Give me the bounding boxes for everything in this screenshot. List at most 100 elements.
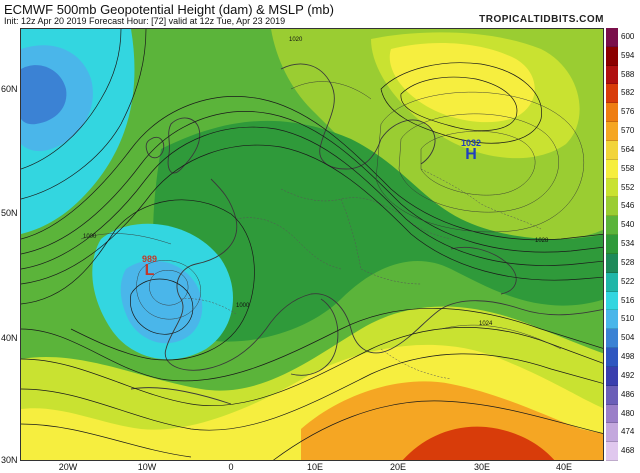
colorbar-level: 576: [606, 103, 640, 123]
colorbar-swatch: [606, 272, 618, 292]
high-pressure-center[interactable]: 1032 H: [461, 138, 482, 163]
colorbar-swatch: [606, 103, 618, 123]
map-subtitle: Init: 12z Apr 20 2019 Forecast Hour: [72…: [4, 16, 286, 26]
mslp-isobars: [80, 81, 584, 350]
colorbar-swatch: [606, 197, 618, 217]
colorbar-swatch: [606, 348, 618, 367]
lat-label-40n: 40N: [1, 333, 18, 343]
colorbar-label: 468: [621, 446, 635, 456]
colorbar-swatch: [606, 329, 618, 349]
colorbar-level: 510: [606, 310, 640, 330]
colorbar-level: 528: [606, 253, 640, 273]
colorbar-swatch: [606, 404, 618, 424]
colorbar-label: 576: [621, 107, 635, 117]
colorbar-label: 564: [621, 144, 635, 154]
low-pressure-value: 989: [142, 254, 158, 264]
colorbar-label: 558: [621, 163, 635, 173]
colorbar-label: 510: [621, 314, 635, 324]
colorbar-label: 492: [621, 370, 635, 380]
map-canvas: 1000 1020 1024 1028 1024 1000: [21, 29, 603, 460]
colorbar-level: 516: [606, 291, 640, 311]
low-pressure-center[interactable]: 989 L: [142, 254, 158, 279]
height-band-cutoff-core: [120, 260, 203, 344]
colorbar-level: 474: [606, 423, 640, 443]
colorbar-label: 588: [621, 69, 635, 79]
high-pressure-value: 1032: [461, 138, 482, 148]
colorbar-label: 546: [621, 201, 635, 211]
colorbar-level: 546: [606, 197, 640, 217]
coastlines: [130, 63, 603, 405]
colorbar-swatch: [606, 159, 618, 179]
lat-label-60n: 60N: [1, 84, 18, 94]
colorbar-swatch: [606, 253, 618, 273]
isobar-label: 1020: [289, 37, 303, 43]
colorbar-label: 570: [621, 126, 635, 136]
colorbar-level: 600: [606, 28, 640, 47]
colorbar-swatch: [606, 366, 618, 386]
forecast-map[interactable]: 1000 1020 1024 1028 1024 1000 989 L 1032…: [20, 28, 604, 461]
colorbar-label: 600: [621, 32, 635, 41]
lat-label-30n: 30N: [1, 455, 18, 465]
lon-label-0: 0: [228, 462, 234, 472]
height-band-ridge-582: [402, 426, 555, 460]
colorbar-swatch: [606, 65, 618, 85]
isobar-label: 1000: [83, 234, 97, 240]
brand-logo[interactable]: TROPICALTIDBITS.COM: [479, 14, 604, 25]
colorbar-label: 498: [621, 352, 635, 362]
lat-label-50n: 50N: [1, 208, 18, 218]
colorbar-swatch: [606, 442, 618, 461]
colorbar-level: 552: [606, 178, 640, 198]
colorbar-level: 588: [606, 65, 640, 85]
colorbar-level: 468: [606, 442, 640, 461]
colorbar-label: 522: [621, 276, 635, 286]
colorbar-swatch: [606, 385, 618, 405]
colorbar-level: 558: [606, 159, 640, 179]
high-pressure-letter: H: [465, 146, 477, 163]
height-band-540: [153, 120, 603, 342]
colorbar-swatch: [606, 310, 618, 330]
colorbar-level: 564: [606, 140, 640, 160]
colorbar-label: 480: [621, 408, 635, 418]
height-band-558: [389, 43, 535, 123]
isobar-label: 1024: [413, 29, 427, 31]
colorbar-swatch: [606, 216, 618, 236]
colorbar-label: 534: [621, 239, 635, 249]
lon-label-10w: 10W: [137, 462, 157, 472]
colorbar-level: 570: [606, 122, 640, 141]
colorbar-swatch: [606, 291, 618, 311]
colorbar-level: 504: [606, 329, 640, 349]
colorbar-label: 504: [621, 333, 635, 343]
lon-label-20w: 20W: [58, 462, 78, 472]
colorbar-label: 528: [621, 257, 635, 267]
colorbar-level: 534: [606, 235, 640, 254]
colorbar-label: 474: [621, 427, 635, 437]
colorbar-swatch: [606, 28, 618, 47]
colorbar-swatch: [606, 46, 618, 66]
height-contours: [21, 29, 603, 460]
colorbar-label: 486: [621, 389, 635, 399]
height-band-core-north: [21, 65, 67, 125]
low-pressure-letter: L: [144, 262, 155, 279]
colorbar-level: 582: [606, 84, 640, 104]
lon-label-30e: 30E: [473, 462, 491, 472]
isobar-label: 1000: [236, 303, 250, 309]
isobar-label: 1028: [535, 238, 549, 244]
isobar-label: 1024: [479, 321, 493, 327]
colorbar-swatch: [606, 235, 618, 254]
lon-label-10e: 10E: [306, 462, 324, 472]
colorbar-level: 480: [606, 404, 640, 424]
colorbar-swatch: [606, 178, 618, 198]
isobar-labels: 1000 1020 1024 1028 1024 1000: [83, 29, 549, 327]
map-title: ECMWF 500mb Geopotential Height (dam) & …: [4, 2, 334, 17]
colorbar-label: 582: [621, 88, 635, 98]
colorbar-level: 594: [606, 46, 640, 66]
colorbar-level: 522: [606, 272, 640, 292]
lon-label-40e: 40E: [555, 462, 573, 472]
colorbar-swatch: [606, 84, 618, 104]
colorbar-swatch: [606, 140, 618, 160]
colorbar-level: 498: [606, 348, 640, 367]
colorbar-label: 540: [621, 220, 635, 230]
colorbar-level: 486: [606, 385, 640, 405]
lon-label-20e: 20E: [389, 462, 407, 472]
colorbar-label: 594: [621, 50, 635, 60]
